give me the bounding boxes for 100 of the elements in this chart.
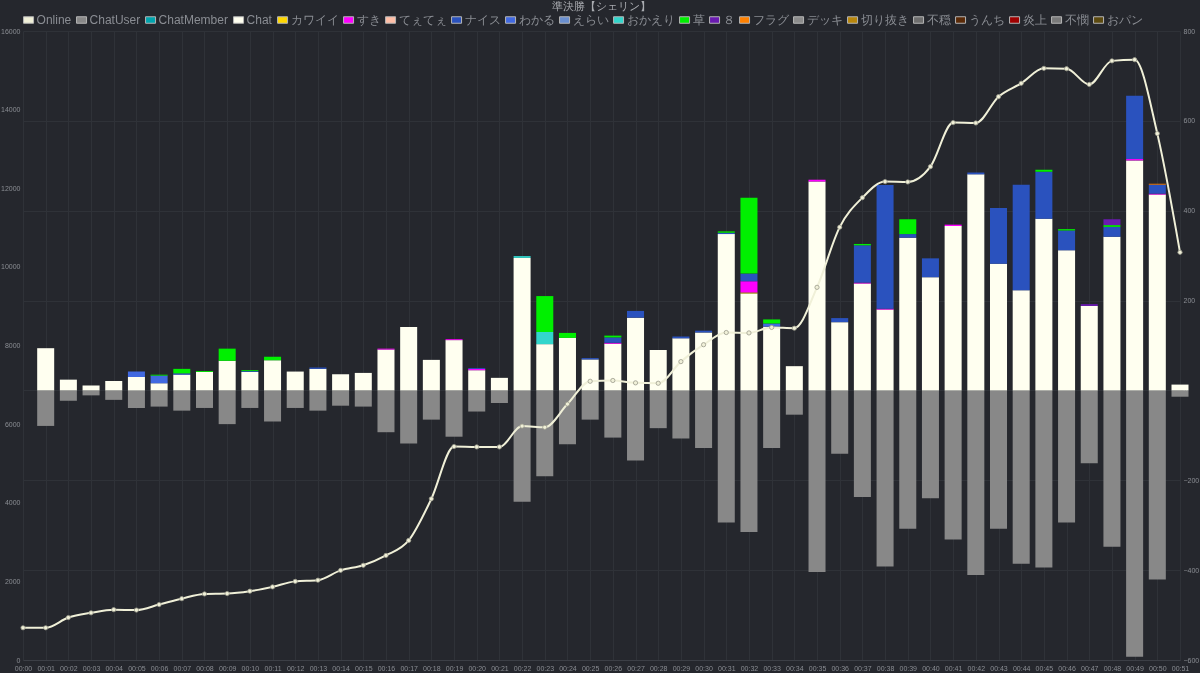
bar	[649, 349, 667, 391]
point	[723, 330, 729, 336]
legend-label: 不穏	[926, 13, 951, 27]
legend-label: すき	[356, 13, 381, 27]
point	[519, 423, 525, 429]
bar	[332, 374, 350, 391]
bar	[37, 390, 55, 426]
bar	[604, 343, 622, 391]
point	[973, 120, 979, 126]
bar	[1103, 226, 1121, 237]
bar	[1126, 160, 1144, 391]
point	[610, 377, 616, 383]
bar	[241, 372, 259, 391]
bar	[536, 296, 554, 333]
point	[270, 584, 276, 590]
bar	[740, 293, 758, 391]
bar	[763, 390, 781, 448]
point	[224, 591, 230, 597]
bar	[717, 390, 735, 523]
legend-label: ナイス	[464, 13, 501, 27]
bar	[490, 377, 508, 391]
bar	[581, 390, 599, 420]
point	[791, 325, 797, 331]
bar	[354, 390, 372, 407]
legend-label: わかる	[518, 13, 555, 27]
bar	[332, 390, 350, 406]
point	[1086, 81, 1092, 87]
bar	[1012, 390, 1030, 564]
bar	[1035, 218, 1053, 391]
legend-label: ChatMember	[158, 13, 228, 27]
bar	[105, 380, 123, 391]
bar	[853, 390, 871, 497]
legend-label: Chat	[246, 13, 273, 27]
bar	[627, 310, 645, 318]
bar	[967, 390, 985, 576]
bar	[1103, 390, 1121, 547]
bar	[990, 263, 1008, 391]
point	[428, 496, 434, 502]
bar	[513, 390, 531, 502]
point	[338, 567, 344, 573]
bar	[536, 344, 554, 391]
point	[701, 342, 707, 348]
point	[1041, 65, 1047, 71]
point	[769, 324, 775, 330]
bar	[672, 338, 690, 391]
legend-label: えらい	[572, 13, 609, 27]
point	[950, 120, 956, 126]
point	[179, 596, 185, 602]
point	[927, 164, 933, 170]
bar	[1080, 305, 1098, 391]
legend-label: フラグ	[752, 13, 790, 27]
point	[292, 578, 298, 584]
bar	[1035, 171, 1053, 219]
point	[859, 195, 865, 201]
bar	[1080, 390, 1098, 464]
bar	[173, 390, 191, 411]
point	[905, 179, 911, 185]
bar	[1171, 390, 1189, 397]
bar	[672, 390, 690, 439]
bar	[82, 390, 100, 396]
point	[496, 444, 502, 450]
bar	[740, 197, 758, 274]
bar	[717, 234, 735, 391]
bar	[899, 237, 917, 391]
legend-label: カワイイ	[290, 13, 339, 27]
legend-label: ８	[722, 13, 735, 27]
bar	[876, 390, 894, 567]
point	[451, 444, 457, 450]
legend-label: おかえり	[626, 13, 675, 27]
bar	[286, 371, 304, 391]
bar	[990, 390, 1008, 529]
point	[1018, 80, 1024, 86]
bar	[876, 185, 894, 309]
bar	[558, 332, 576, 338]
legend-label: 切り抜き	[860, 13, 909, 27]
point	[1064, 66, 1070, 72]
bar	[400, 390, 418, 444]
bar	[853, 245, 871, 283]
bar	[59, 379, 77, 391]
bar	[195, 372, 213, 391]
legend-label: Online	[36, 13, 72, 27]
bar	[1058, 230, 1076, 251]
bar	[785, 390, 803, 415]
point	[65, 615, 71, 621]
bar	[218, 390, 236, 425]
point	[542, 424, 548, 430]
bar	[558, 337, 576, 391]
bar	[1103, 219, 1121, 226]
bar	[967, 174, 985, 391]
bar	[876, 309, 894, 391]
bar	[1148, 184, 1166, 194]
point	[406, 537, 412, 544]
bar	[150, 390, 168, 407]
bar	[831, 322, 849, 391]
bar	[1058, 250, 1076, 391]
bar	[899, 390, 917, 529]
bar	[377, 349, 395, 391]
bar	[82, 385, 100, 391]
bar	[740, 390, 758, 532]
point	[633, 380, 639, 386]
